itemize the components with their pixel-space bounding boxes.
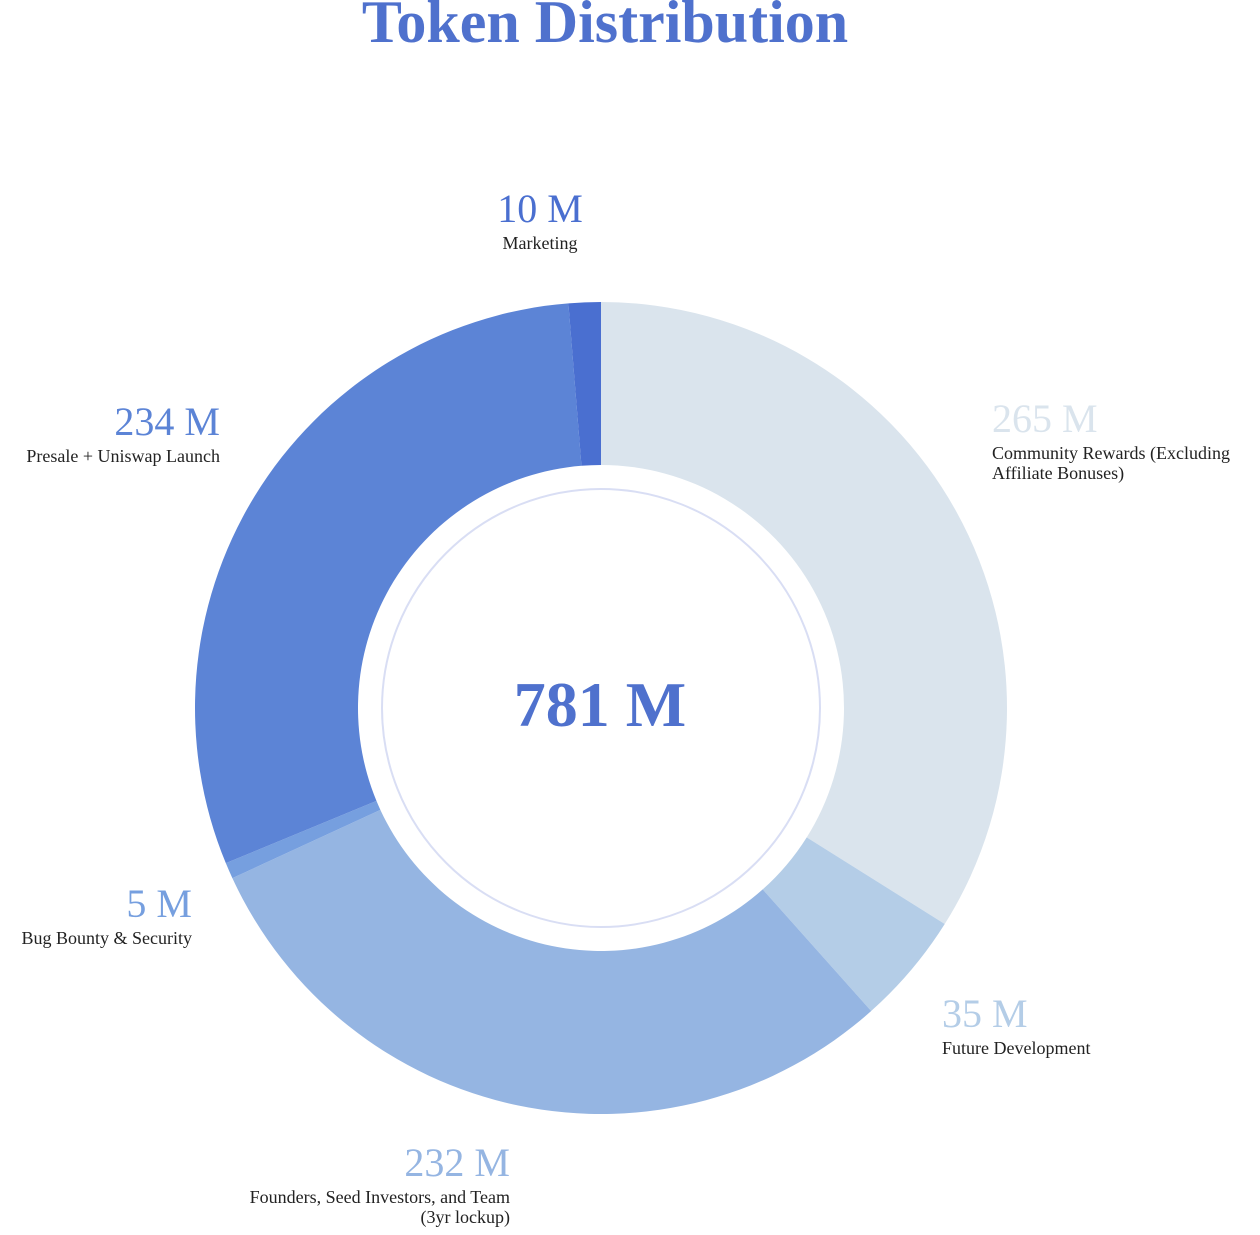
slice-label-future-development: 35 M Future Development <box>942 991 1090 1059</box>
slice-value-marketing: 10 M <box>497 186 583 231</box>
slice-name-line: Bug Bounty & Security <box>21 928 193 948</box>
slice-name-founders: Founders, Seed Investors, and Team (3yr … <box>110 1187 510 1227</box>
slice-label-bug-bounty: 5 M Bug Bounty & Security <box>0 881 193 949</box>
slice-name-line: Marketing <box>502 233 578 253</box>
slice-label-founders: 232 M Founders, Seed Investors, and Team… <box>110 1140 510 1228</box>
total-value: 781 M <box>513 669 687 740</box>
slice-label-community-rewards: 265 M Community Rewards (Excluding Affil… <box>992 396 1230 484</box>
slice-name-line: Future Development <box>942 1038 1091 1058</box>
slice-name-presale: Presale + Uniswap Launch <box>0 446 220 466</box>
slice-presale <box>195 303 582 864</box>
chart-title: Token Distribution <box>361 0 849 55</box>
slice-bug-bounty <box>225 800 381 879</box>
slice-name-line: Affiliate Bonuses) <box>992 463 1125 483</box>
slice-name-line: Community Rewards (Excluding <box>992 443 1230 463</box>
slice-name-future-development: Future Development <box>942 1038 1090 1058</box>
slice-value-community-rewards: 265 M <box>992 396 1098 441</box>
slice-label-marketing: 10 M Marketing <box>440 186 640 254</box>
slice-name-community-rewards: Community Rewards (Excluding Affiliate B… <box>992 443 1230 483</box>
slice-name-line: Founders, Seed Investors, and Team <box>249 1187 510 1207</box>
slice-community-rewards <box>601 302 1008 925</box>
slice-value-future-development: 35 M <box>942 991 1028 1036</box>
slice-name-bug-bounty: Bug Bounty & Security <box>0 928 193 948</box>
slice-value-presale: 234 M <box>114 399 220 444</box>
slice-value-bug-bounty: 5 M <box>126 881 192 926</box>
slice-name-line: Presale + Uniswap Launch <box>26 446 220 466</box>
slice-marketing <box>568 302 601 466</box>
donut-slices <box>195 302 1008 1114</box>
slice-value-founders: 232 M <box>404 1140 510 1185</box>
slice-name-line: (3yr lockup) <box>420 1207 510 1227</box>
slice-name-marketing: Marketing <box>440 233 640 253</box>
donut-inner-ring <box>381 488 821 928</box>
slice-future-development <box>762 837 945 1012</box>
slice-founders <box>232 809 872 1114</box>
slice-label-presale: 234 M Presale + Uniswap Launch <box>0 399 220 467</box>
